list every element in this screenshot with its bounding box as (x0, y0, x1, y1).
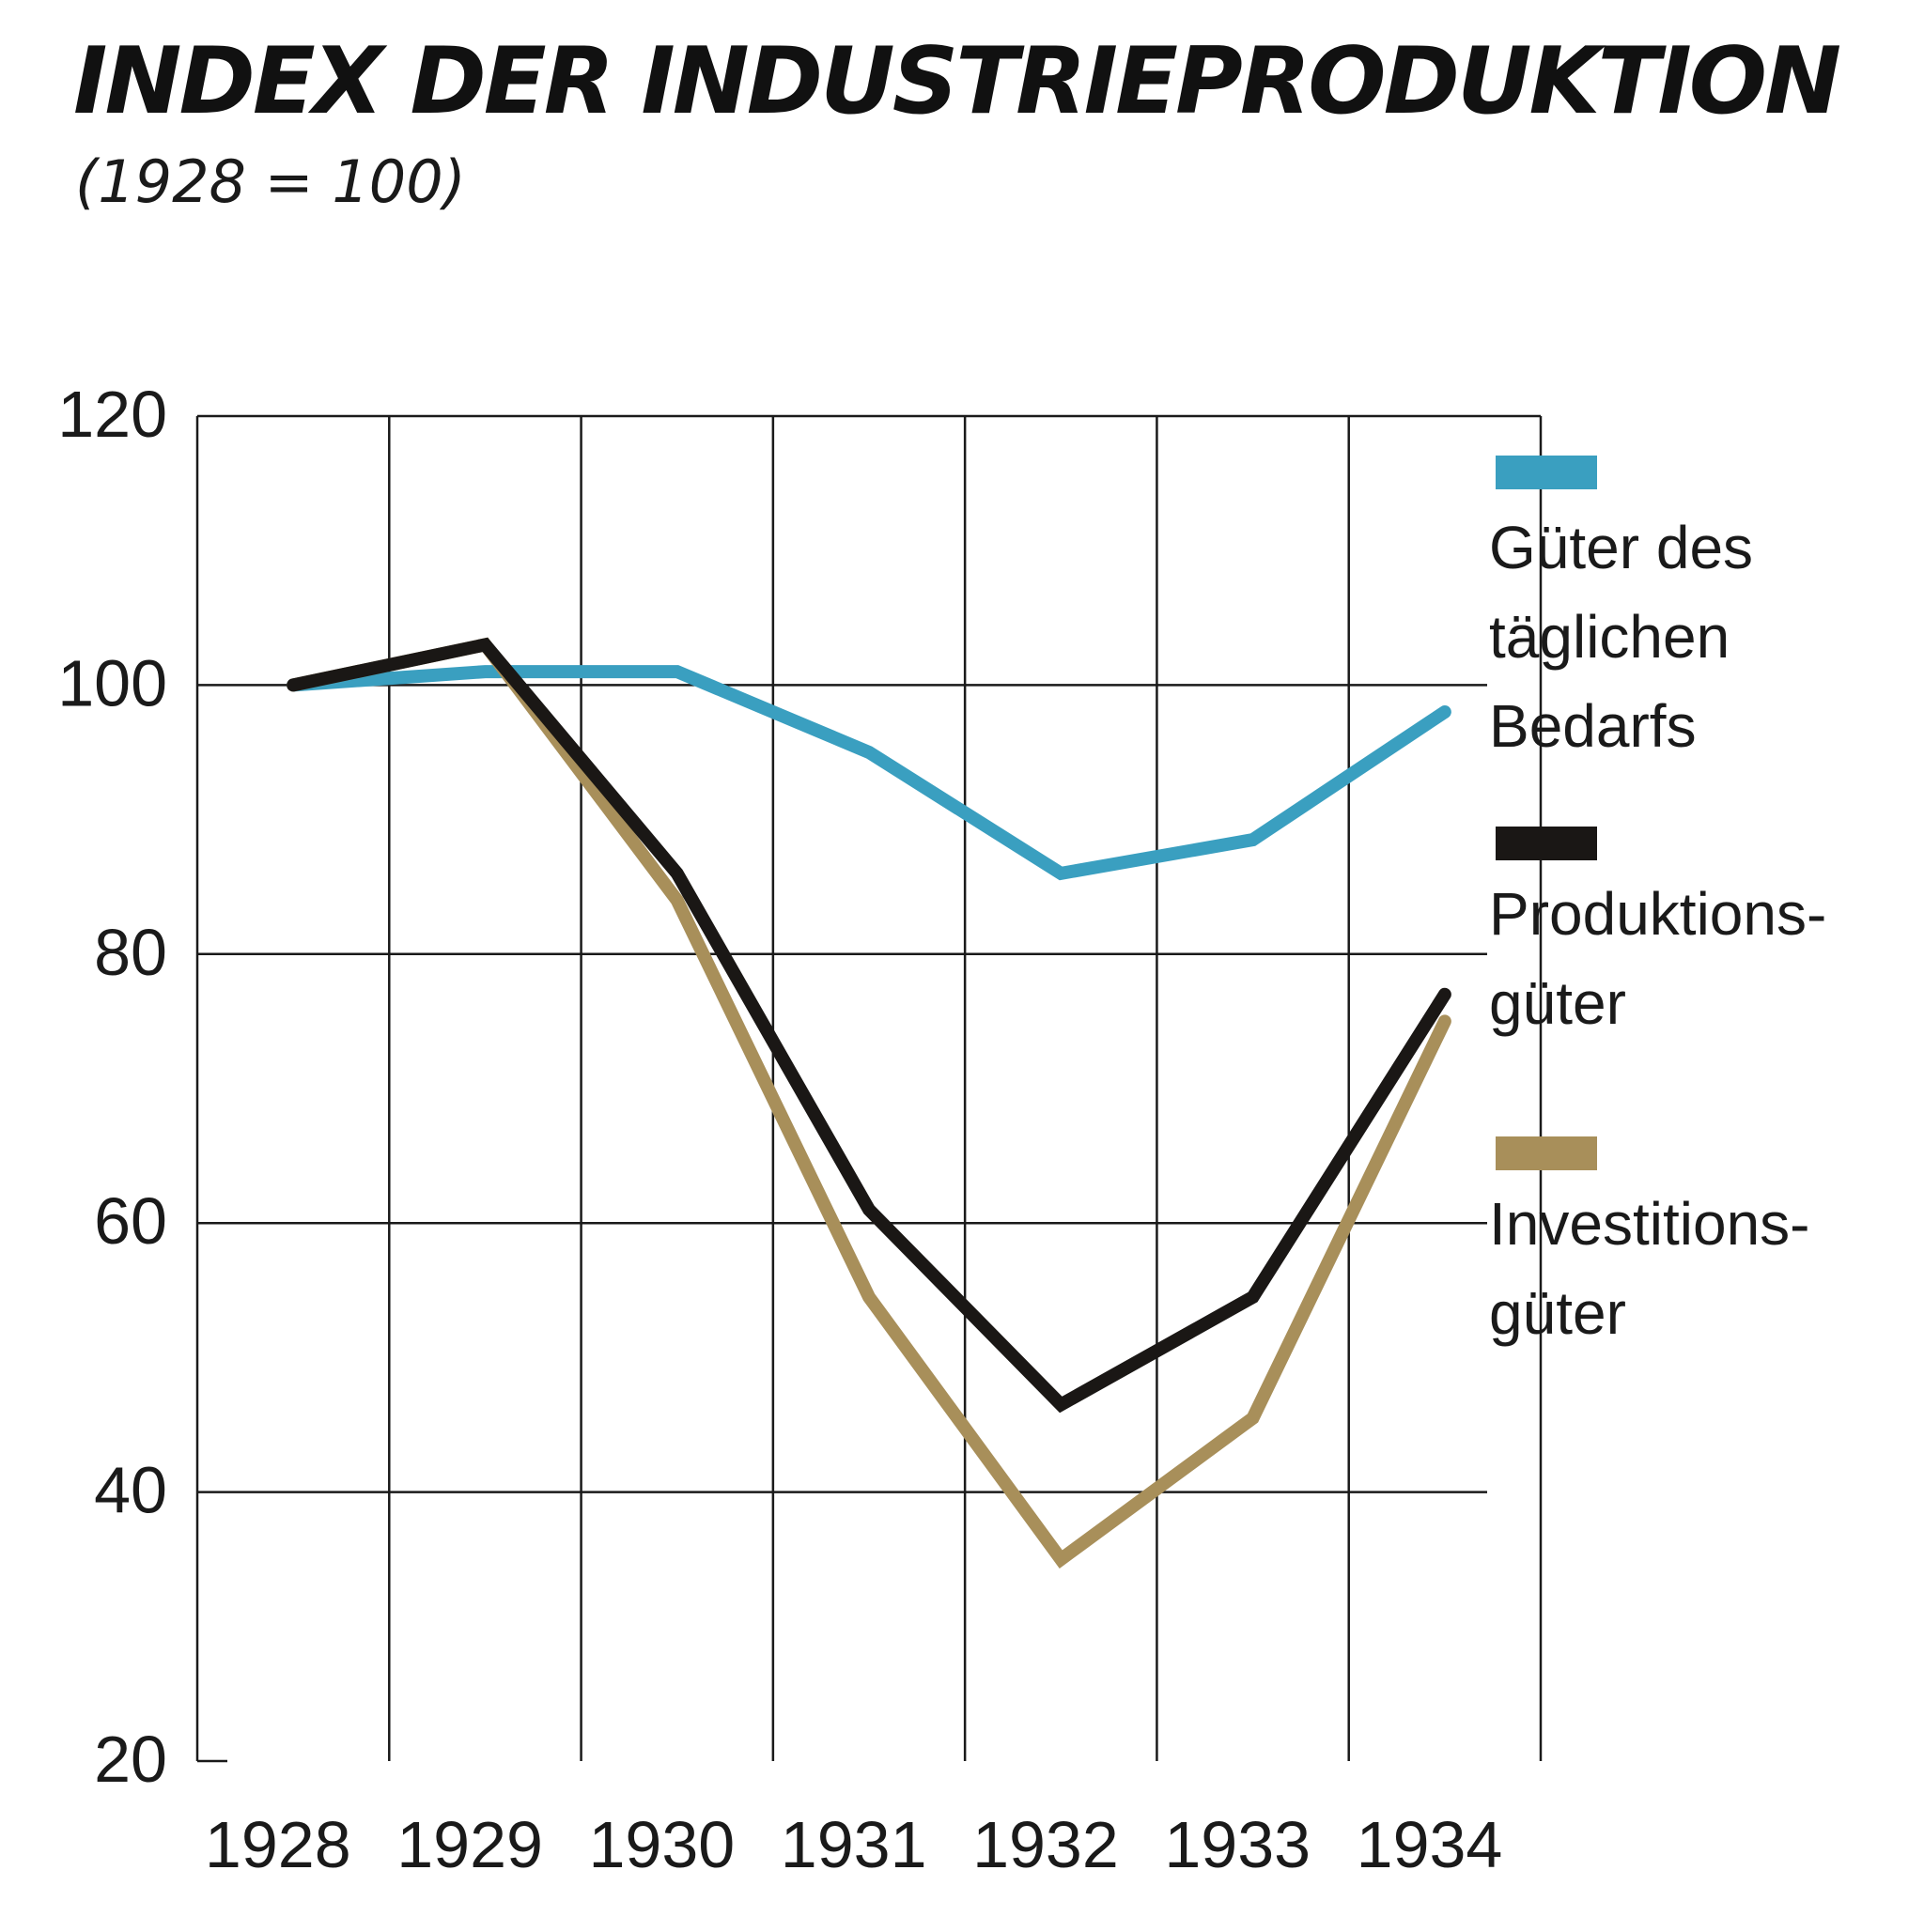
legend: Güter des täglichen Bedarfs Produktions-güt… (1489, 456, 1826, 1347)
legend-label: Investitions- (1489, 1190, 1809, 1258)
grid (195, 414, 1543, 1763)
y-tick-label: 120 (57, 378, 167, 451)
legend-label: Güter des (1489, 514, 1753, 581)
legend-label: täglichen (1489, 603, 1730, 671)
legend-swatch (1496, 456, 1597, 489)
x-tick-label: 1928 (205, 1808, 351, 1881)
chart-title: INDEX DER INDUSTRIEPRODUKTION (73, 28, 1839, 135)
series-line (287, 665, 1451, 881)
y-tick-label: 20 (94, 1723, 167, 1796)
chart-subtitle: (1928 = 100) (75, 147, 466, 216)
x-axis-ticks: 1928 1929 1930 1931 1932 1933 1934 (205, 1808, 1502, 1881)
x-tick-label: 1934 (1357, 1808, 1503, 1881)
legend-label: Bedarfs (1489, 692, 1697, 760)
legend-swatch (1496, 1136, 1597, 1170)
x-tick-label: 1933 (1164, 1808, 1311, 1881)
series-line (287, 637, 1451, 1414)
y-axis-ticks: 20 40 60 80 100 120 (57, 378, 167, 1796)
y-tick-label: 80 (94, 916, 167, 989)
x-tick-label: 1931 (781, 1808, 927, 1881)
legend-label: güter (1489, 969, 1626, 1037)
series-line (287, 637, 1451, 1569)
series-lines (287, 637, 1451, 1569)
x-tick-label: 1929 (396, 1808, 543, 1881)
legend-label: güter (1489, 1279, 1626, 1347)
y-tick-label: 40 (94, 1454, 167, 1527)
legend-label: Produktions- (1489, 880, 1826, 948)
y-tick-label: 100 (57, 646, 167, 719)
legend-swatch (1496, 827, 1597, 860)
x-tick-label: 1930 (589, 1808, 736, 1881)
x-tick-label: 1932 (972, 1808, 1119, 1881)
y-tick-label: 60 (94, 1184, 167, 1258)
